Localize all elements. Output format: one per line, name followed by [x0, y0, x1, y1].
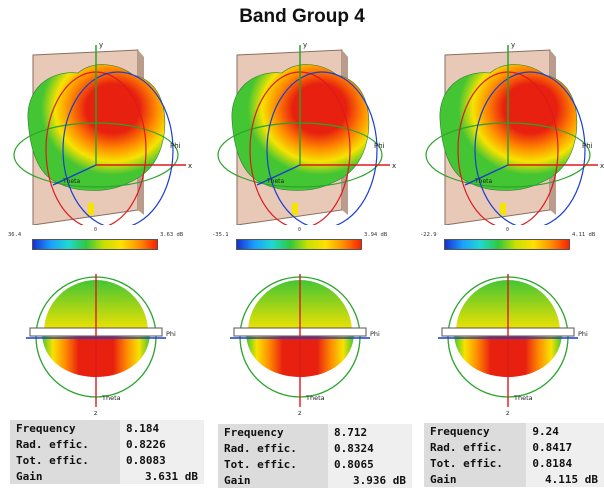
- metric-label: Tot. effic.: [218, 456, 328, 472]
- theta-label: Theta: [513, 394, 533, 402]
- x-axis-label: x: [392, 162, 396, 170]
- colorbar: -35.1 0 3.94 dB: [212, 227, 397, 250]
- y-axis-label: y: [99, 41, 103, 49]
- z-axis: [52, 164, 97, 186]
- metrics-row: Rad. effic. 0.8417: [424, 439, 604, 455]
- metrics-table: Frequency 8.712 Rad. effic. 0.8324 Tot. effi…: [218, 424, 412, 488]
- metric-label: Rad. effic.: [10, 436, 120, 452]
- colorbar-gradient: [32, 239, 158, 250]
- metrics-row: Frequency 8.184: [10, 420, 204, 436]
- phi-label: Phi: [578, 330, 588, 338]
- metrics-row: Gain 3.936 dB: [218, 472, 412, 488]
- metric-value: 0.8324: [328, 440, 412, 456]
- metrics-table: Frequency 9.24 Rad. effic. 0.8417 Tot. effic…: [424, 423, 604, 487]
- theta-label: Theta: [305, 394, 325, 402]
- metric-label: Tot. effic.: [10, 452, 120, 468]
- metrics-row: Gain 3.631 dB: [10, 468, 204, 484]
- z-axis-label: z: [94, 409, 98, 417]
- z-axis-label: z: [298, 409, 302, 417]
- phi-label: Phi: [370, 330, 380, 338]
- colorbar: 36.4 0 3.63 dB: [8, 227, 193, 250]
- metric-label: Gain: [424, 471, 527, 487]
- colorbar-min: -35.1: [212, 232, 229, 238]
- phi-ring-blue: [474, 71, 586, 225]
- x-axis-label: x: [600, 162, 604, 170]
- colorbar-min: 36.4: [8, 232, 22, 238]
- metric-label: Frequency: [218, 424, 328, 440]
- metric-label: Frequency: [424, 423, 527, 439]
- z-axis-label: z: [506, 409, 510, 417]
- metric-value: 0.8417: [526, 439, 604, 455]
- z-axis: [464, 164, 509, 186]
- phi-ring-blue: [266, 71, 378, 225]
- theta-label: Theta: [101, 394, 121, 402]
- metrics-row: Tot. effic. 0.8065: [218, 456, 412, 472]
- colorbar-gradient: [444, 239, 570, 250]
- metric-value: 3.631 dB: [120, 468, 204, 484]
- metric-value: 0.8226: [120, 436, 204, 452]
- colorbar-max: 4.11 dB: [572, 232, 596, 238]
- theta-label: Theta: [62, 178, 81, 185]
- metrics-row: Tot. effic. 0.8184: [424, 455, 604, 471]
- metrics-row: Frequency 8.712: [218, 424, 412, 440]
- metrics-row: Gain 4.115 dB: [424, 471, 604, 487]
- y-axis-label: y: [303, 41, 307, 49]
- metrics-row: Frequency 9.24: [424, 423, 604, 439]
- metric-value: 3.936 dB: [328, 472, 412, 488]
- phi-label: Phi: [374, 142, 385, 150]
- metrics-row: Tot. effic. 0.8083: [10, 452, 204, 468]
- radiation-pattern-3d: y x Phi Theta: [425, 41, 604, 225]
- radiation-pattern-3d: y x Phi Theta: [217, 41, 396, 225]
- colorbar-max: 3.94 dB: [364, 232, 388, 238]
- theta-label: Theta: [474, 178, 493, 185]
- feed-port: [500, 203, 506, 215]
- colorbar-max: 3.63 dB: [160, 232, 184, 238]
- metric-value: 8.184: [120, 420, 204, 436]
- theta-label: Theta: [266, 178, 285, 185]
- metrics-row: Rad. effic. 0.8226: [10, 436, 204, 452]
- metric-label: Rad. effic.: [424, 439, 527, 455]
- phi-label: Phi: [166, 330, 176, 338]
- metric-value: 9.24: [526, 423, 604, 439]
- phi-label: Phi: [170, 142, 181, 150]
- y-axis-label: y: [511, 41, 515, 49]
- figure-title: Band Group 4: [239, 6, 365, 27]
- colorbar-mid: 0: [506, 227, 510, 233]
- phi-label: Phi: [582, 142, 593, 150]
- z-axis: [256, 164, 301, 186]
- metric-value: 0.8184: [526, 455, 604, 471]
- metric-value: 4.115 dB: [526, 471, 604, 487]
- metric-label: Gain: [218, 472, 328, 488]
- metric-label: Frequency: [10, 420, 120, 436]
- colorbar-mid: 0: [298, 227, 302, 233]
- metric-label: Rad. effic.: [218, 440, 328, 456]
- metrics-table: Frequency 8.184 Rad. effic. 0.8226 Tot. effi…: [10, 420, 204, 484]
- colorbar-gradient: [236, 239, 362, 250]
- x-axis-label: x: [188, 162, 192, 170]
- radiation-pattern-3d: y x Phi Theta: [13, 41, 192, 225]
- metric-label: Tot. effic.: [424, 455, 527, 471]
- feed-port: [292, 203, 298, 215]
- colorbar-mid: 0: [94, 227, 98, 233]
- metrics-row: Rad. effic. 0.8324: [218, 440, 412, 456]
- feed-port: [88, 203, 94, 215]
- metric-value: 8.712: [328, 424, 412, 440]
- colorbar: -22.9 0 4.11 dB: [420, 227, 604, 250]
- metric-label: Gain: [10, 468, 120, 484]
- phi-ring-blue: [62, 71, 174, 225]
- metric-value: 0.8065: [328, 456, 412, 472]
- colorbar-min: -22.9: [420, 232, 437, 238]
- metric-value: 0.8083: [120, 452, 204, 468]
